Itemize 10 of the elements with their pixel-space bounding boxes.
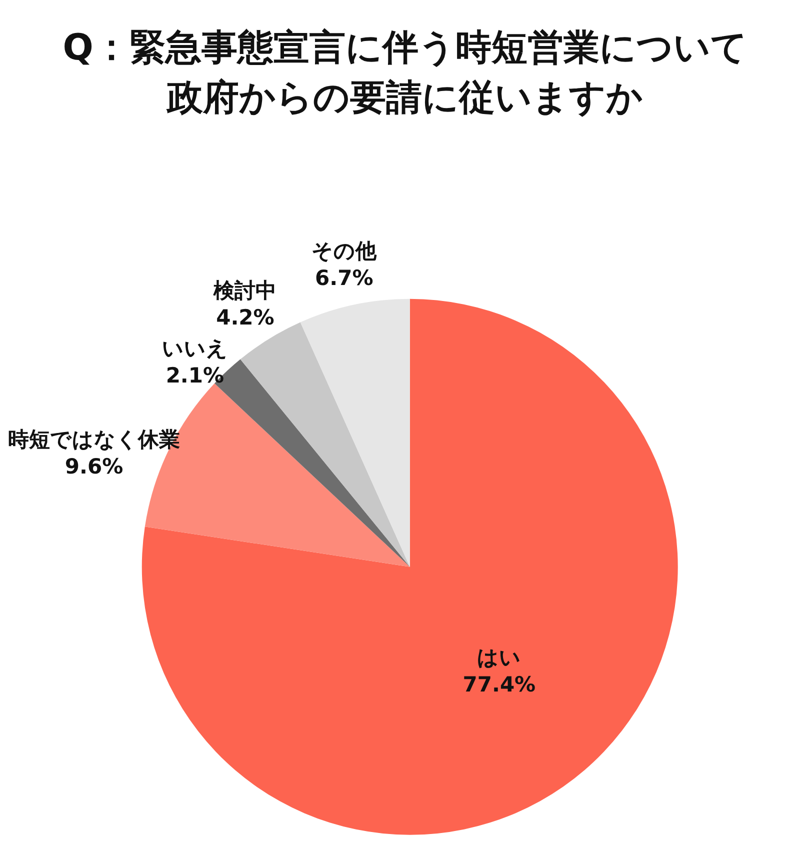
- slice-label: 検討中: [212, 278, 277, 302]
- data-label: 9.6%: [64, 454, 124, 478]
- slice-label: はい: [477, 645, 522, 670]
- slice-label: いいえ: [162, 336, 228, 360]
- slice-label: その他: [312, 239, 378, 264]
- data-label: 77.4%: [462, 672, 536, 696]
- data-label: 4.2%: [216, 305, 274, 330]
- chart-title: Q：緊急事態宣言に伴う時短営業について政府からの要請に従いますか: [62, 28, 748, 118]
- data-label: 2.1%: [166, 363, 224, 388]
- data-label: 6.7%: [315, 266, 374, 290]
